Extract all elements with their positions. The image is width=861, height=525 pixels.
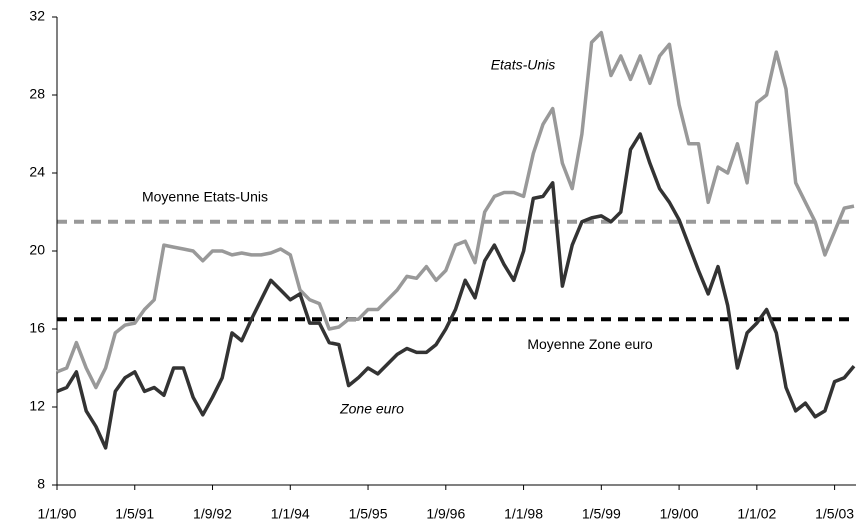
y-tick-label: 8 [37,476,45,492]
series-line [56,132,856,450]
x-tick-label: 1/9/92 [193,506,232,522]
series-line [56,30,855,390]
series-label: Zone euro [339,401,404,417]
x-tick-label: 1/1/94 [271,506,310,522]
x-tick-label: 1/9/96 [426,506,465,522]
y-tick-label: 16 [29,320,45,336]
y-tick-label: 20 [29,242,45,258]
series-label: Etats-Unis [491,57,556,73]
x-tick-label: 1/5/91 [115,506,154,522]
reference-label: Moyenne Etats-Unis [142,188,268,204]
x-tick-label: 1/5/99 [582,506,621,522]
y-tick-label: 32 [29,8,45,24]
reference-label: Moyenne Zone euro [527,336,653,352]
x-tick-label: 1/1/02 [737,506,776,522]
y-tick-label: 28 [29,86,45,102]
x-tick-label: 1/1/90 [38,506,77,522]
y-tick-label: 12 [29,398,45,414]
x-tick-label: 1/5/95 [349,506,388,522]
x-tick-label: 1/9/00 [660,506,699,522]
y-tick-label: 24 [29,164,45,180]
x-tick-label: 1/5/03 [815,506,854,522]
x-tick-label: 1/1/98 [504,506,543,522]
